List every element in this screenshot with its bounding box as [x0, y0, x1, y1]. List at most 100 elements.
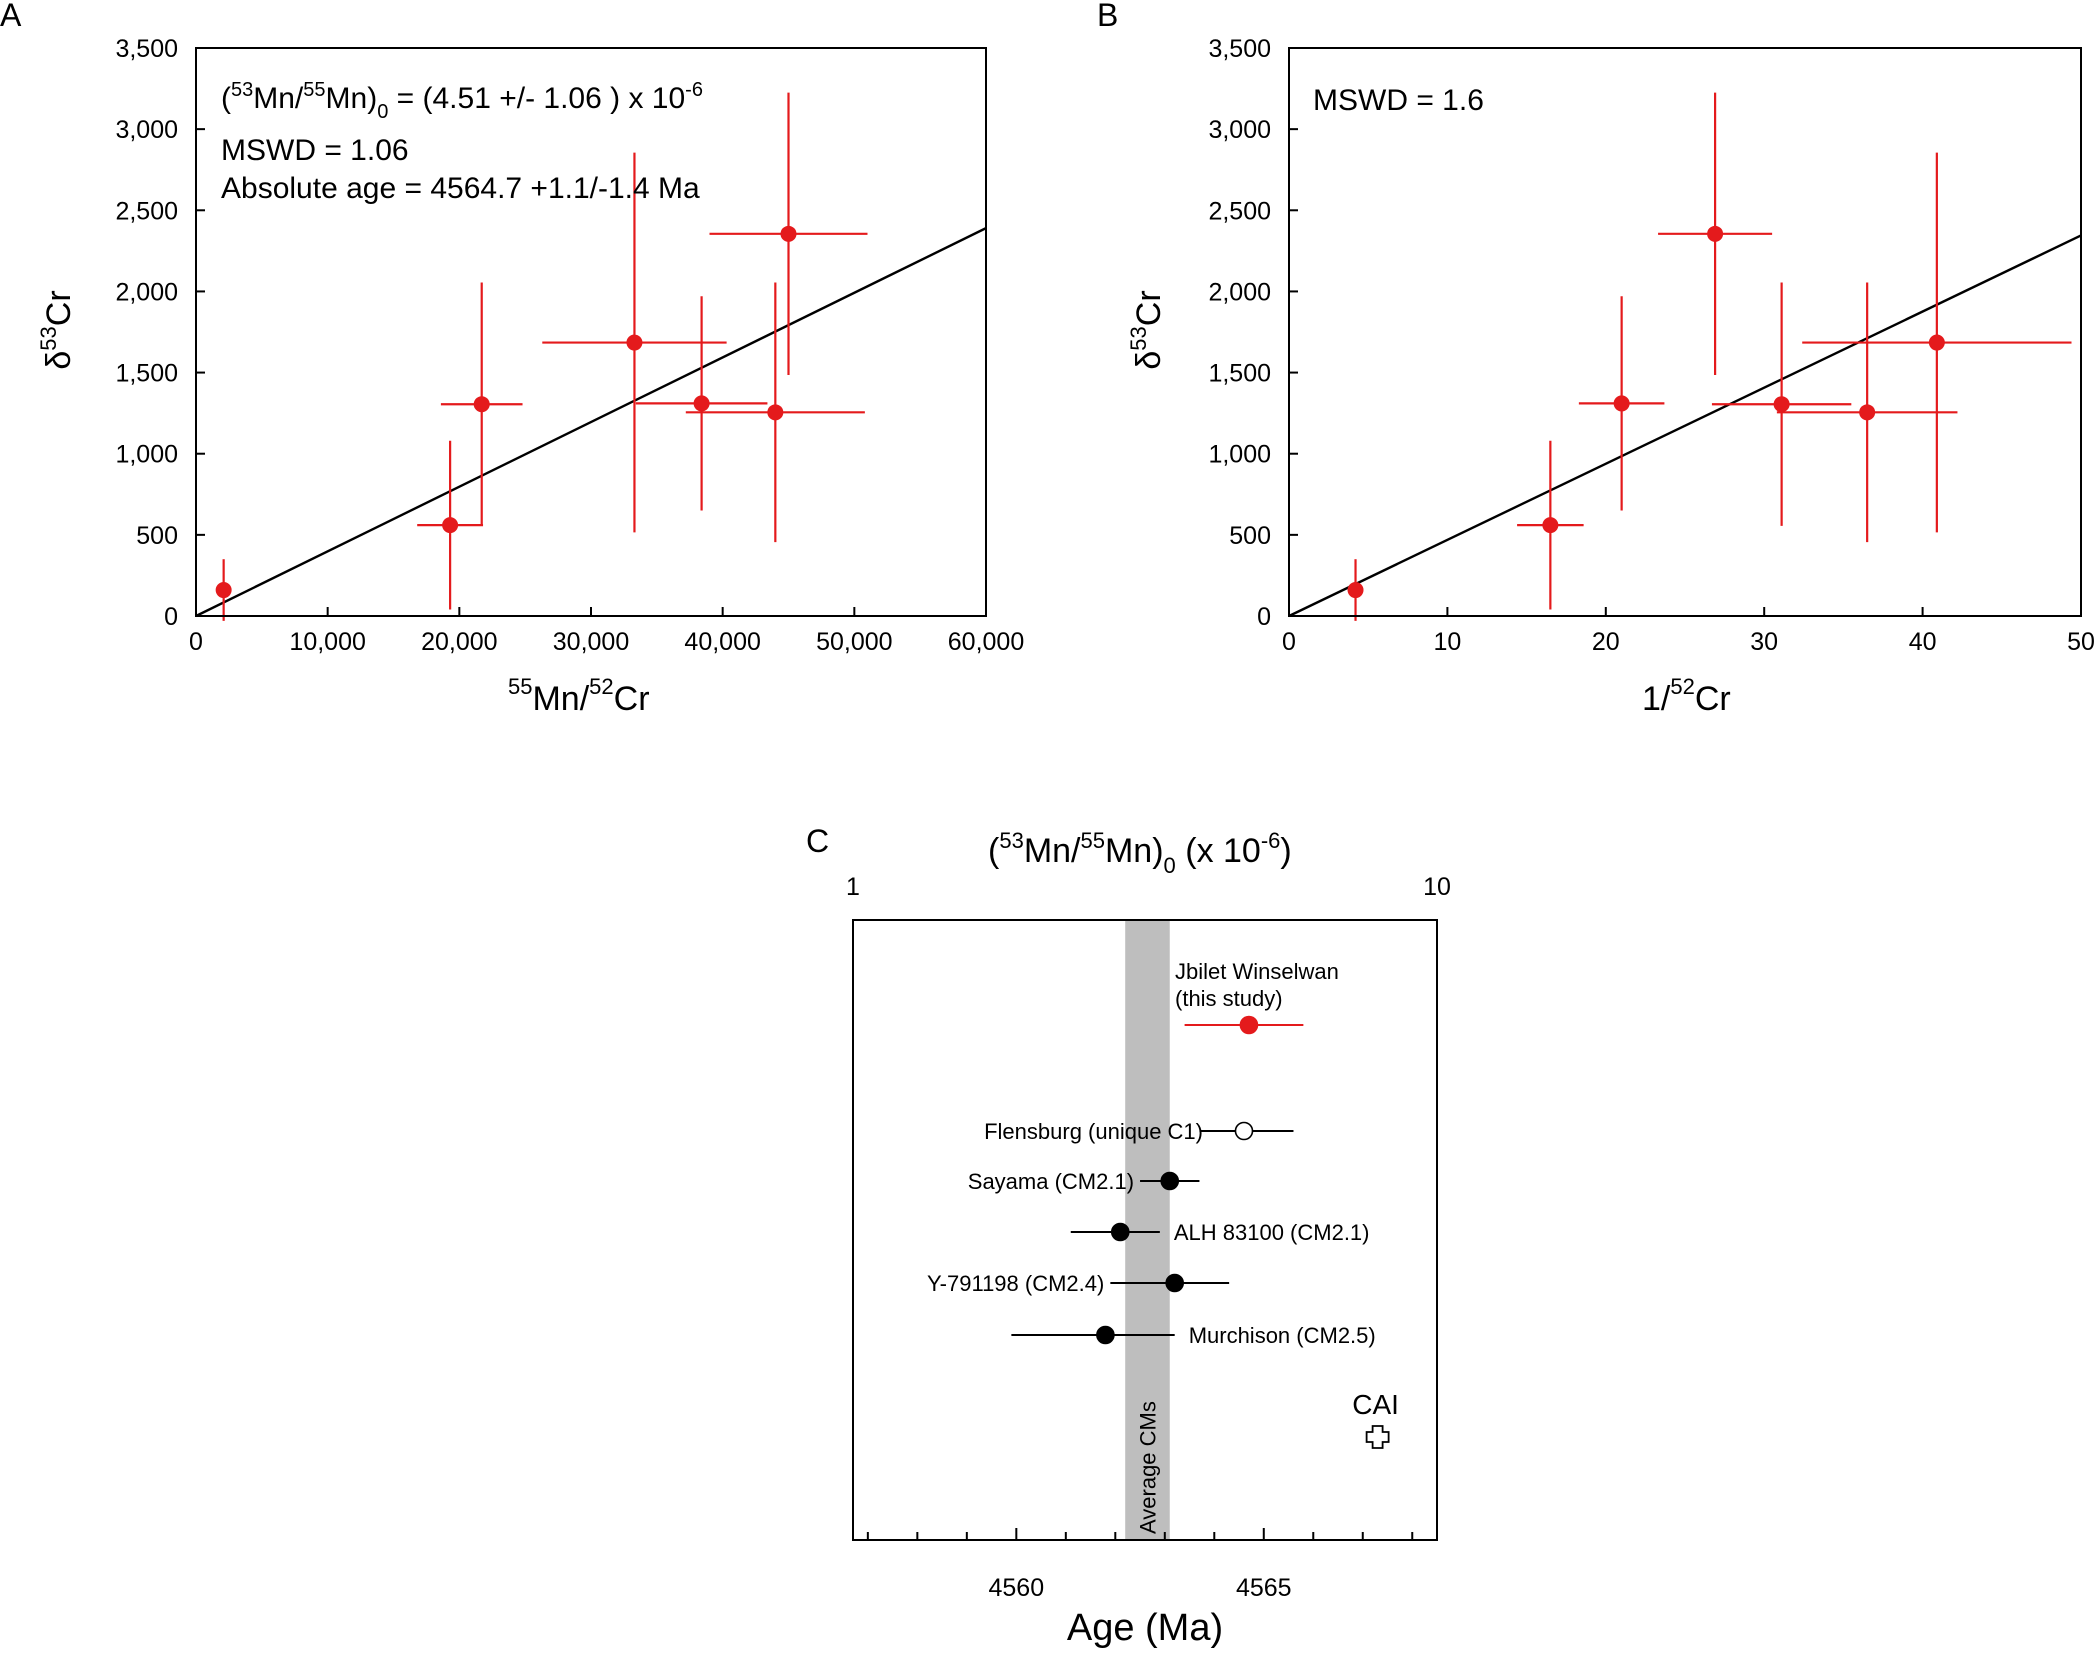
data-marker	[1542, 517, 1559, 534]
data-marker	[693, 395, 710, 412]
panel-c: C (53Mn/55Mn)0 (x 10-6) 1 10 Average CMs…	[806, 823, 1451, 1649]
y-tick-label: 3,000	[1208, 116, 1271, 144]
point-label: Jbilet Winselwan	[1175, 959, 1339, 984]
data-point-4	[1658, 92, 1773, 376]
x-tick-label: 60,000	[948, 628, 1024, 656]
cai-marker	[1365, 1425, 1390, 1449]
panel-a: A 0 10,000 20,000 30,000 40,000 50,000 60,000 …	[0, 0, 1024, 718]
age-point-1: Jbilet Winselwan(this study)	[1175, 959, 1339, 1035]
data-point-4	[542, 152, 727, 533]
panel-a-letter: A	[0, 0, 22, 33]
age-point-2: Flensburg (unique C1)	[984, 1119, 1294, 1144]
age-marker	[1239, 1015, 1259, 1035]
data-marker	[442, 517, 459, 534]
data-marker	[1707, 225, 1724, 242]
panel-c-x-label: Age (Ma)	[1067, 1607, 1223, 1648]
age-marker	[1234, 1121, 1254, 1141]
x-tick-label: 50	[2067, 628, 2095, 656]
point-label: Murchison (CM2.5)	[1189, 1323, 1376, 1348]
age-marker	[1160, 1171, 1180, 1191]
data-marker	[1347, 582, 1364, 599]
data-marker	[767, 404, 784, 421]
age-marker	[1096, 1325, 1115, 1345]
data-marker	[626, 334, 643, 351]
y-tick-label: 1,500	[115, 360, 178, 388]
panel-b-x-label: 1/52Cr	[1642, 674, 1731, 718]
data-marker	[1859, 404, 1876, 421]
cai-label: CAI	[1352, 1389, 1399, 1420]
panel-a-fit-line	[195, 227, 987, 618]
y-tick-label: 500	[136, 522, 178, 550]
panel-a-absolute-age: Absolute age = 4564.7 +1.1/-1.4 Ma	[221, 172, 700, 205]
panel-b: B 0 10 20 30 40 50 0 500 1,000 1,500 2,000 2,500 3,…	[1097, 0, 2095, 718]
panel-c-plot-frame	[852, 919, 1438, 1541]
age-point-3: Sayama (CM2.1)	[968, 1169, 1200, 1194]
panel-a-x-ticks: 0 10,000 20,000 30,000 40,000 50,000 60,000	[189, 607, 1024, 656]
age-point-4: ALH 83100 (CM2.1)	[1070, 1220, 1370, 1245]
data-marker	[215, 582, 232, 599]
point-sublabel: (this study)	[1175, 986, 1283, 1011]
fit-line	[1288, 234, 2082, 618]
y-tick-label: 1,000	[115, 441, 178, 469]
data-point-6	[1776, 282, 1958, 543]
panel-b-y-label: δ53Cr	[1126, 290, 1168, 369]
y-tick-label: 2,000	[115, 278, 178, 306]
point-label: ALH 83100 (CM2.1)	[1174, 1220, 1370, 1245]
y-tick-label: 3,000	[115, 116, 178, 144]
panel-a-y-ticks: 0 500 1,000 1,500 2,000 2,500 3,000 3,500	[115, 35, 205, 631]
panel-c-top-tick-10: 10	[1423, 873, 1451, 901]
data-marker	[780, 225, 797, 242]
data-marker	[1613, 395, 1630, 412]
age-point-5: Y-791198 (CM2.4)	[927, 1271, 1230, 1296]
data-point-2	[1517, 440, 1584, 610]
x-tick-label: 20	[1592, 628, 1620, 656]
panel-b-mswd: MSWD = 1.6	[1313, 84, 1484, 117]
y-tick-label: 500	[1229, 522, 1271, 550]
panel-c-average-cms-band: Average CMs	[1125, 920, 1170, 1540]
data-marker	[473, 396, 490, 413]
data-point-7	[709, 92, 868, 376]
x-tick-label: 40,000	[684, 628, 760, 656]
panel-b-letter: B	[1097, 0, 1118, 33]
age-point-6: Murchison (CM2.5)	[1011, 1323, 1376, 1348]
panel-b-y-ticks: 0 500 1,000 1,500 2,000 2,500 3,000 3,500	[1208, 35, 1298, 631]
y-tick-label: 2,500	[1208, 197, 1271, 225]
x-tick-label: 30	[1750, 628, 1778, 656]
panel-a-y-label: δ53Cr	[36, 290, 78, 369]
data-marker	[1928, 334, 1945, 351]
panel-b-plot-frame	[1288, 47, 2082, 617]
average-cms-band-label: Average CMs	[1135, 1401, 1160, 1534]
y-tick-label: 3,500	[115, 35, 178, 63]
panel-c-top-axis-label: (53Mn/55Mn)0 (x 10-6)	[988, 828, 1292, 878]
data-point-3	[1578, 296, 1665, 511]
panel-b-x-ticks: 0 10 20 30 40 50	[1282, 607, 2095, 656]
data-point-3	[440, 282, 523, 526]
y-tick-label: 0	[164, 603, 178, 631]
data-point-6	[685, 282, 865, 543]
data-point-2	[417, 440, 484, 610]
y-tick-label: 3,500	[1208, 35, 1271, 63]
y-tick-label: 1,500	[1208, 360, 1271, 388]
x-tick-label: 50,000	[816, 628, 892, 656]
data-point-1	[1347, 559, 1364, 621]
y-tick-label: 0	[1257, 603, 1271, 631]
x-tick-label: 10,000	[289, 628, 365, 656]
fit-line	[195, 227, 987, 618]
data-point-5	[1711, 282, 1852, 526]
panel-b-fit-line	[1288, 234, 2082, 618]
y-tick-label: 1,000	[1208, 441, 1271, 469]
point-label: Sayama (CM2.1)	[968, 1169, 1134, 1194]
point-label: Flensburg (unique C1)	[984, 1119, 1203, 1144]
x-tick-label: 0	[189, 628, 203, 656]
age-marker	[1110, 1222, 1130, 1242]
x-tick-label: 10	[1433, 628, 1461, 656]
age-marker	[1165, 1273, 1184, 1293]
panel-a-x-label: 55Mn/52Cr	[508, 674, 650, 718]
x-tick-label: 4565	[1236, 1574, 1292, 1602]
y-tick-label: 2,000	[1208, 278, 1271, 306]
panel-c-x-ticks: 4560 4565	[866, 1528, 1414, 1602]
x-tick-label: 40	[1909, 628, 1937, 656]
y-tick-label: 2,500	[115, 197, 178, 225]
panel-a-initial-ratio: (53Mn/55Mn)0 = (4.51 +/- 1.06 ) x 10-6	[221, 79, 703, 123]
